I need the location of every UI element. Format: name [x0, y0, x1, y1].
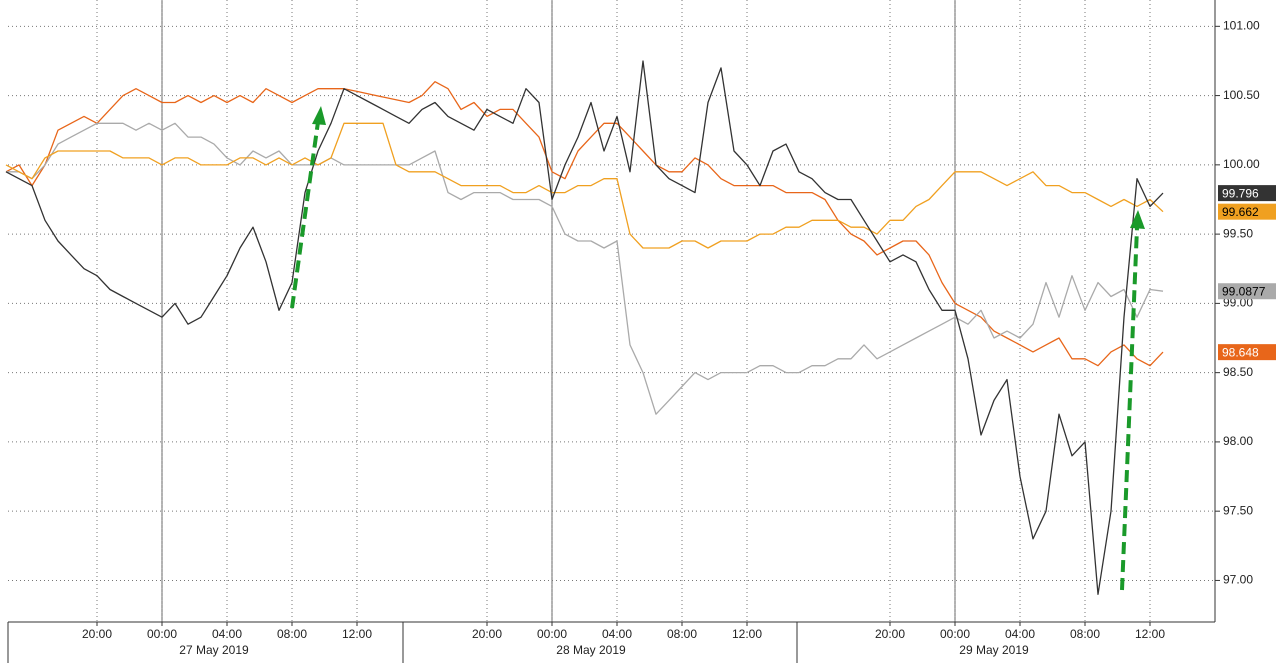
date-label: 27 May 2019: [179, 643, 249, 657]
x-tick-label: 04:00: [212, 627, 242, 641]
axes-labels: 97.0097.5098.0098.5099.0099.50100.00100.…: [82, 18, 1276, 657]
last-value-box: [1218, 203, 1276, 220]
x-tick-label: 04:00: [602, 627, 632, 641]
y-tick-label: 101.00: [1223, 18, 1260, 32]
last-value-label: 98.648: [1222, 345, 1259, 359]
x-tick-label: 12:00: [342, 627, 372, 641]
x-tick-label: 20:00: [82, 627, 112, 641]
x-tick-label: 08:00: [277, 627, 307, 641]
x-tick-label: 00:00: [147, 627, 177, 641]
series-line: [6, 122, 1164, 415]
arrow-shaft: [1120, 227, 1139, 591]
arrow-shaft: [290, 121, 320, 309]
date-label: 28 May 2019: [556, 643, 626, 657]
x-tick-label: 04:00: [1005, 627, 1035, 641]
y-tick-label: 98.50: [1223, 365, 1253, 379]
lines: [5, 60, 1164, 595]
last-value-box: [1218, 283, 1276, 300]
arrow-head: [1130, 210, 1145, 229]
last-value-label: 99.662: [1222, 205, 1259, 219]
x-tick-label: 08:00: [1070, 627, 1100, 641]
x-tick-label: 12:00: [732, 627, 762, 641]
x-tick-label: 20:00: [472, 627, 502, 641]
y-tick-label: 97.50: [1223, 503, 1253, 517]
annotation-arrows: [290, 106, 1145, 591]
date-label: 29 May 2019: [959, 643, 1029, 657]
series-line: [5, 60, 1164, 595]
x-tick-label: 08:00: [667, 627, 697, 641]
x-tick-label: 20:00: [875, 627, 905, 641]
y-tick-label: 99.50: [1223, 226, 1253, 240]
series-line: [5, 122, 1164, 249]
series-line: [5, 81, 1164, 367]
last-value-box: [1218, 185, 1276, 202]
y-tick-label: 97.00: [1223, 573, 1253, 587]
x-tick-label: 00:00: [940, 627, 970, 641]
x-tick-label: 12:00: [1135, 627, 1165, 641]
arrow-head: [312, 106, 326, 125]
x-tick-label: 00:00: [537, 627, 567, 641]
last-value-label: 99.796: [1222, 186, 1259, 200]
last-value-box: [1218, 344, 1276, 361]
y-tick-label: 100.50: [1223, 88, 1260, 102]
y-tick-label: 98.00: [1223, 434, 1253, 448]
y-tick-label: 100.00: [1223, 157, 1260, 171]
last-value-label: 99.0877: [1222, 284, 1266, 298]
